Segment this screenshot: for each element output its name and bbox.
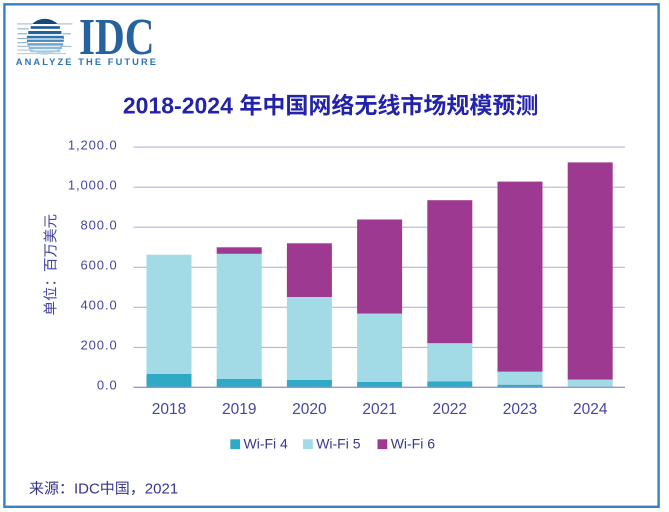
svg-text:400.0: 400.0 bbox=[81, 298, 118, 313]
svg-text:Wi-Fi 4: Wi-Fi 4 bbox=[244, 435, 289, 451]
svg-text:1,200.0: 1,200.0 bbox=[68, 137, 118, 152]
svg-text:200.0: 200.0 bbox=[81, 338, 118, 353]
svg-text:800.0: 800.0 bbox=[81, 217, 118, 232]
svg-text:600.0: 600.0 bbox=[81, 258, 118, 273]
svg-text:2021: 2021 bbox=[145, 481, 178, 498]
svg-text:0.0: 0.0 bbox=[97, 378, 118, 393]
svg-text:2018: 2018 bbox=[152, 401, 186, 418]
svg-text:2019: 2019 bbox=[222, 401, 256, 418]
svg-text:IDC: IDC bbox=[79, 9, 155, 66]
svg-text:2022: 2022 bbox=[433, 401, 467, 418]
svg-text:2023: 2023 bbox=[503, 401, 537, 418]
svg-text:2024: 2024 bbox=[573, 401, 608, 418]
svg-text:Wi-Fi 5: Wi-Fi 5 bbox=[316, 435, 361, 451]
svg-text:1,000.0: 1,000.0 bbox=[68, 177, 118, 192]
svg-text:2020: 2020 bbox=[292, 401, 327, 418]
svg-text:2021: 2021 bbox=[362, 401, 396, 418]
svg-text:2018-2024: 2018-2024 bbox=[123, 93, 233, 119]
svg-text:Wi-Fi 6: Wi-Fi 6 bbox=[391, 435, 436, 451]
svg-text:ANALYZE THE FUTURE: ANALYZE THE FUTURE bbox=[16, 57, 158, 67]
svg-text:IDC: IDC bbox=[74, 481, 100, 498]
